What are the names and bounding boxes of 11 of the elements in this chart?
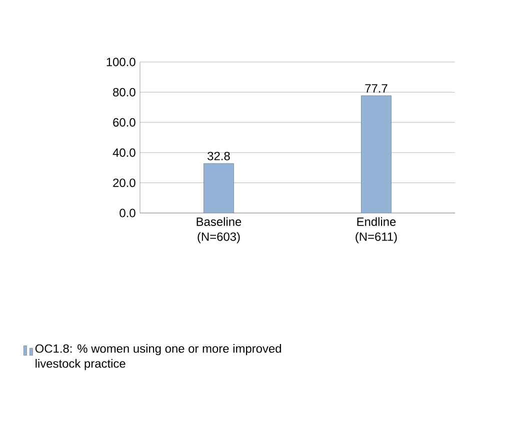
y-tick-label: 40.0 [112, 148, 136, 157]
y-tick-label: 80.0 [113, 88, 136, 96]
legend-label: OC1.8: % women using one or more improved livestock practice [35, 344, 281, 370]
y-tick-label: 100.0 [106, 58, 136, 66]
data-label: 32.8 [208, 152, 230, 160]
x-tick-label: Baseline (N=603) [196, 217, 242, 244]
data-label: 77.7 [365, 84, 388, 92]
y-tick-label: 60.0 [113, 118, 136, 127]
x-tick-label: Endline (N=611) [356, 217, 397, 244]
y-tick-label: 0.0 [120, 208, 136, 218]
y-tick-label: 20.0 [113, 178, 136, 188]
